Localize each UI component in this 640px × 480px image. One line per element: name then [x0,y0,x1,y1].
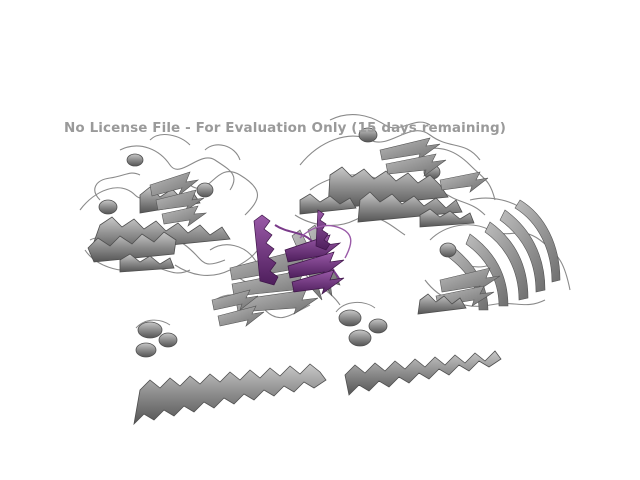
center-top-domain [294,114,496,236]
center-barrel [209,209,352,327]
right-barrel-domain [417,197,571,315]
center-top-helices [299,127,475,228]
highlighted-chain [253,209,352,295]
left-long-helix [133,319,327,426]
right-barrel-sheets [435,199,561,311]
left-domain-sheets [149,171,208,227]
right-barrel-helices [417,242,467,315]
license-watermark: No License File - For Evaluation Only (1… [64,120,507,136]
right-long-helix [335,302,502,396]
left-domain [79,134,266,276]
center-top-sheets [379,137,489,193]
left-domain-helices [87,153,231,273]
center-lower-sheets [211,289,265,327]
